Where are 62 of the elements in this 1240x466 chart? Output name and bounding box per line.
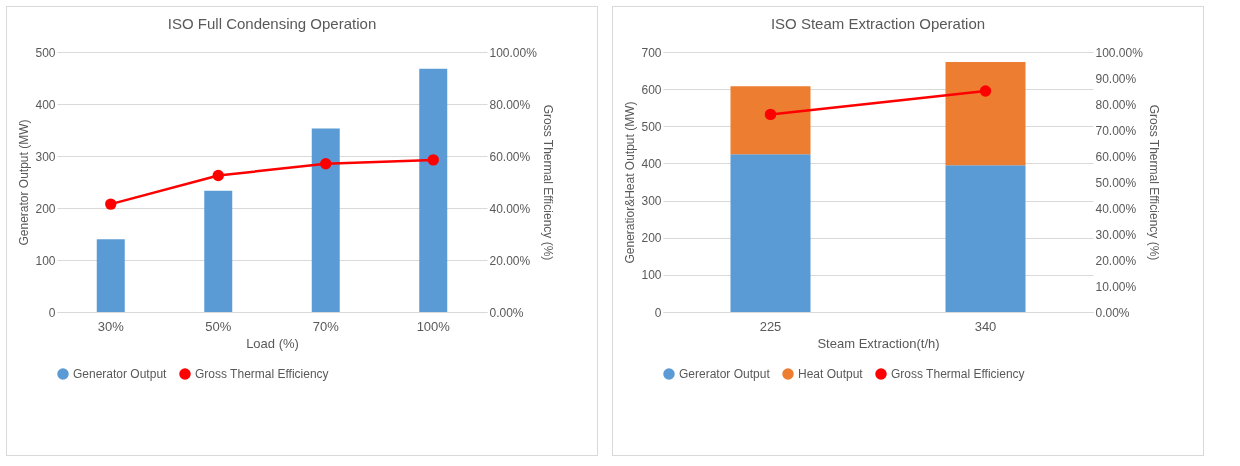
y2-tick-label: 40.00% xyxy=(489,201,531,216)
y2-tick-label: 100.00% xyxy=(489,45,538,60)
y2-tick-label: 100.00% xyxy=(1095,45,1144,60)
x-tick-label: 70% xyxy=(312,318,340,334)
y2-tick-label: 50.00% xyxy=(1095,175,1137,190)
y2-tick-label: 80.00% xyxy=(1095,97,1137,112)
x-tick-label: 30% xyxy=(97,318,125,334)
bar xyxy=(945,165,1026,312)
y2-tick-label: 0.00% xyxy=(489,305,524,320)
bar xyxy=(945,62,1026,166)
x-axis-title: Load (%) xyxy=(246,335,299,351)
y-axis-title: Generator Output (MW) xyxy=(17,119,32,246)
y2-tick-label: 90.00% xyxy=(1095,71,1137,86)
y-axis-title: Generatior&Heat Output (MW) xyxy=(623,101,638,264)
y-tick-label: 400 xyxy=(641,156,662,171)
y2-tick-label: 0.00% xyxy=(1095,305,1130,320)
y-tick-label: 200 xyxy=(35,201,56,216)
y2-axis-title: Gross Thermal Efficiency (%) xyxy=(1146,104,1161,261)
y-tick-label: 200 xyxy=(641,231,662,246)
bar xyxy=(419,68,448,312)
legend-label: Gross Thermal Efficiency xyxy=(891,367,1025,381)
y-tick-label: 400 xyxy=(35,97,56,112)
bar xyxy=(730,86,811,155)
y2-axis-title: Gross Thermal Efficiency (%) xyxy=(540,104,555,261)
point xyxy=(212,169,224,182)
legend-label: Gross Thermal Efficiency xyxy=(195,367,329,381)
y-tick-label: 100 xyxy=(35,253,56,268)
y2-tick-label: 30.00% xyxy=(1095,227,1137,242)
y-tick-label: 700 xyxy=(641,45,662,60)
y-tick-label: 500 xyxy=(641,119,662,134)
y2-tick-label: 40.00% xyxy=(1095,201,1137,216)
y-tick-label: 0 xyxy=(654,305,662,320)
bar xyxy=(311,128,340,312)
x-tick-label: 340 xyxy=(974,318,997,334)
y2-tick-label: 60.00% xyxy=(489,149,531,164)
y-tick-label: 600 xyxy=(641,82,662,97)
bar xyxy=(730,154,811,312)
y2-tick-label: 70.00% xyxy=(1095,123,1137,138)
y-tick-label: 300 xyxy=(35,149,56,164)
point xyxy=(105,198,117,210)
y-tick-label: 300 xyxy=(641,194,662,209)
point xyxy=(320,158,332,170)
x-tick-label: 100% xyxy=(416,318,451,334)
x-tick-label: 50% xyxy=(205,318,232,334)
y-tick-label: 500 xyxy=(35,45,56,60)
y2-tick-label: 60.00% xyxy=(1095,149,1137,164)
bar xyxy=(96,239,125,312)
y2-tick-label: 80.00% xyxy=(489,97,531,112)
y2-tick-label: 10.00% xyxy=(1095,279,1137,294)
y-tick-label: 0 xyxy=(48,305,56,320)
legend-label: Heat Output xyxy=(798,367,864,381)
chart-title: ISO Steam Extraction Operation xyxy=(770,15,986,32)
y2-tick-label: 20.00% xyxy=(1095,253,1137,268)
chart-title: ISO Full Condensing Operation xyxy=(167,15,377,32)
bar xyxy=(204,190,233,312)
y-tick-label: 100 xyxy=(641,268,662,283)
x-axis-title: Steam Extraction(t/h) xyxy=(817,335,940,351)
point xyxy=(427,154,439,166)
legend-label: Gererator Output xyxy=(679,367,771,381)
y2-tick-label: 20.00% xyxy=(489,253,531,268)
x-tick-label: 225 xyxy=(759,318,782,334)
legend-label: Generator Output xyxy=(73,367,168,381)
